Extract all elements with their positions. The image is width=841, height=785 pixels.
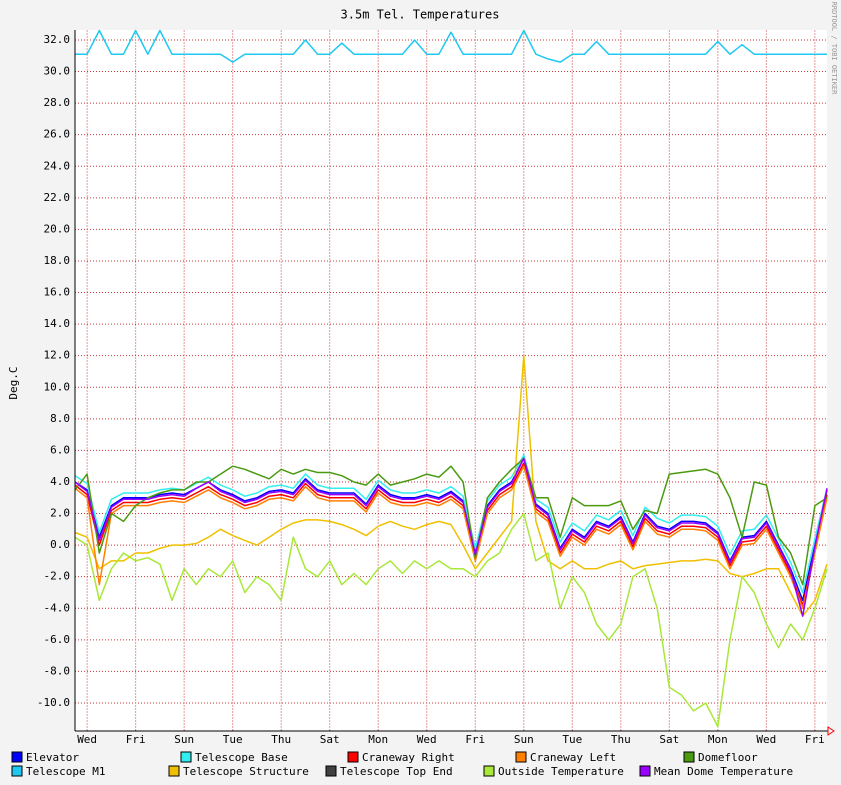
- x-tick-label: Wed: [417, 733, 437, 746]
- x-tick-label: Tue: [562, 733, 582, 746]
- x-tick-label: Fri: [805, 733, 825, 746]
- x-tick-label: Mon: [708, 733, 728, 746]
- legend-swatch: [11, 751, 23, 763]
- legend-swatch: [180, 751, 192, 763]
- legend-label: Mean Dome Temperature: [654, 765, 793, 778]
- legend-swatch: [325, 765, 337, 777]
- legend-swatch: [168, 765, 180, 777]
- series-line: [74, 457, 828, 617]
- legend-label: Telescope Structure: [183, 765, 309, 778]
- y-tick-label: 2.0: [50, 507, 70, 520]
- legend-swatch: [515, 751, 527, 763]
- legend-label: Telescope M1: [26, 765, 105, 778]
- y-tick-label: -4.0: [44, 601, 71, 614]
- y-tick-label: 22.0: [44, 191, 71, 204]
- x-tick-label: Wed: [756, 733, 776, 746]
- series-line: [74, 457, 828, 586]
- y-tick-label: -8.0: [44, 664, 71, 677]
- y-tick-label: 18.0: [44, 254, 71, 267]
- watermark: RRDTOOL / TOBI OETIKER: [830, 2, 838, 96]
- y-tick-label: 16.0: [44, 286, 71, 299]
- x-tick-label: Sat: [320, 733, 340, 746]
- legend-swatch: [683, 751, 695, 763]
- x-tick-label: Sun: [514, 733, 534, 746]
- legend-label: Craneway Right: [362, 751, 455, 764]
- legend-label: Telescope Base: [195, 751, 288, 764]
- lines: [74, 29, 828, 728]
- x-tick-label: Fri: [465, 733, 485, 746]
- legend-label: Outside Temperature: [498, 765, 624, 778]
- axis-arrow: [827, 726, 835, 736]
- chart-title: 3.5m Tel. Temperatures: [341, 8, 500, 22]
- y-tick-label: 24.0: [44, 159, 71, 172]
- y-tick-label: -6.0: [44, 633, 71, 646]
- legend-label: Craneway Left: [530, 751, 616, 764]
- series-line: [74, 512, 828, 728]
- y-tick-label: 14.0: [44, 317, 71, 330]
- legend-label: Elevator: [26, 751, 79, 764]
- x-tick-label: Sat: [659, 733, 679, 746]
- y-tick-label: 12.0: [44, 349, 71, 362]
- y-tick-label: 30.0: [44, 65, 71, 78]
- x-tick-label: Mon: [368, 733, 388, 746]
- y-tick-label: -10.0: [37, 696, 70, 709]
- series-line: [75, 29, 827, 63]
- x-tick-label: Tue: [223, 733, 243, 746]
- y-tick-label: 4.0: [50, 475, 70, 488]
- series-line: [74, 465, 828, 610]
- y-tick-label: 26.0: [44, 128, 71, 141]
- legend-label: Telescope Top End: [340, 765, 453, 778]
- y-axis-label: Deg.C: [7, 366, 20, 399]
- legend-label: Domefloor: [698, 751, 758, 764]
- legend-swatch: [639, 765, 651, 777]
- legend-swatch: [11, 765, 23, 777]
- x-tick-label: Wed: [77, 733, 97, 746]
- y-tick-label: 20.0: [44, 222, 71, 235]
- x-tick-label: Sun: [174, 733, 194, 746]
- y-tick-label: 28.0: [44, 96, 71, 109]
- legend-swatch: [347, 751, 359, 763]
- x-tick-label: Thu: [271, 733, 291, 746]
- y-tick-label: 32.0: [44, 33, 71, 46]
- series-line: [74, 354, 828, 617]
- y-tick-label: 8.0: [50, 412, 70, 425]
- x-tick-label: Fri: [126, 733, 146, 746]
- legend-swatch: [483, 765, 495, 777]
- y-tick-label: 6.0: [50, 443, 70, 456]
- series-line: [74, 462, 828, 606]
- plot-area: [75, 30, 827, 731]
- x-tick-label: Thu: [611, 733, 631, 746]
- y-tick-label: -2.0: [44, 570, 71, 583]
- y-tick-label: 10.0: [44, 380, 71, 393]
- y-tick-label: 0.0: [50, 538, 70, 551]
